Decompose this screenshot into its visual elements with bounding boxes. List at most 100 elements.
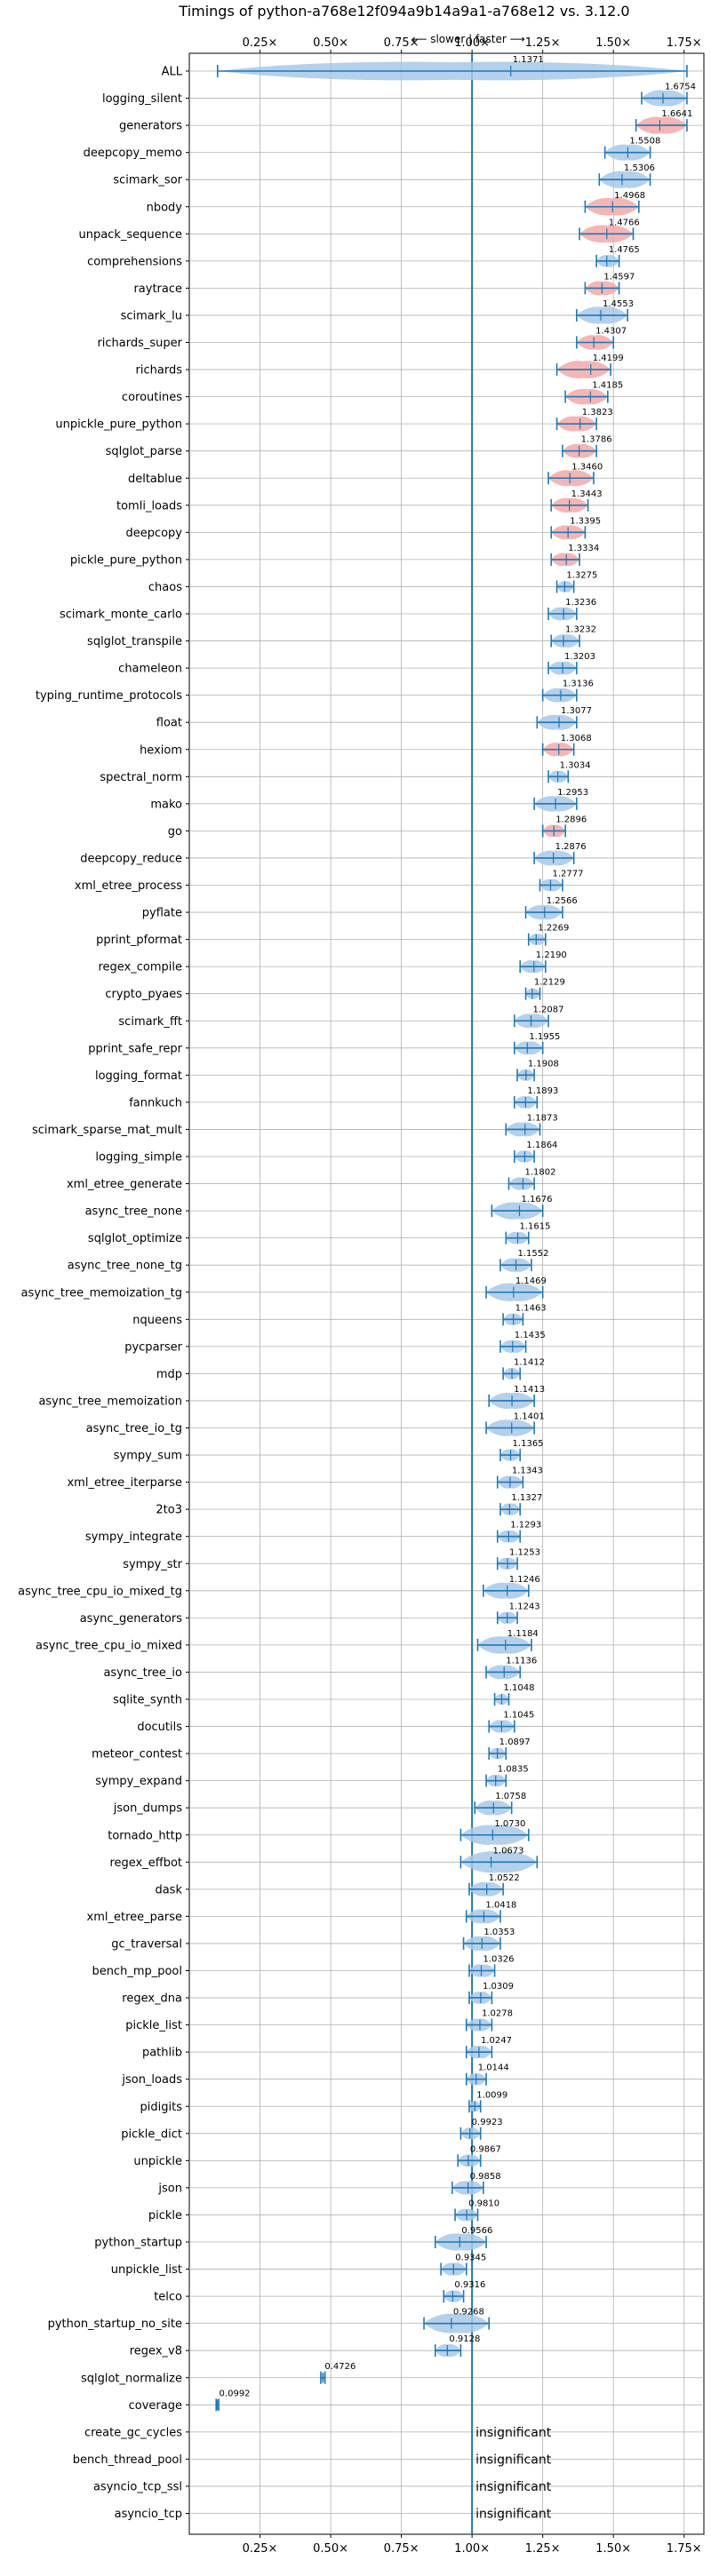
- benchmark-label: sympy_integrate: [85, 1530, 182, 1544]
- value-label: 1.0730: [494, 1819, 525, 1829]
- value-label: 1.0835: [498, 1765, 529, 1775]
- benchmark-label: logging_format: [95, 1069, 182, 1083]
- plot-frame: [188, 52, 705, 2535]
- benchmark-label: async_tree_memoization_tg: [21, 1286, 182, 1300]
- benchmark-label: async_tree_cpu_io_mixed_tg: [18, 1585, 182, 1598]
- x-tick-label-top: 1.50×: [595, 36, 631, 50]
- benchmark-label: asyncio_tcp: [115, 2508, 182, 2521]
- value-label: 1.1552: [518, 1249, 549, 1259]
- benchmark-label: sympy_sum: [114, 1450, 182, 1463]
- benchmark-label: pprint_pformat: [96, 934, 182, 947]
- benchmark-label: regex_compile: [98, 961, 182, 974]
- value-label: 1.0353: [483, 1928, 515, 1937]
- value-label: 1.3136: [563, 680, 594, 689]
- benchmark-label: dask: [155, 1883, 182, 1896]
- benchmark-label: mako: [150, 798, 182, 811]
- benchmark-label: pickle_dict: [121, 2127, 182, 2141]
- benchmark-label: mdp: [156, 1368, 182, 1381]
- value-label: 1.1293: [510, 1521, 541, 1530]
- value-label: 1.1893: [527, 1086, 558, 1096]
- benchmark-label: logging_silent: [102, 92, 182, 106]
- value-label: 1.1246: [509, 1575, 540, 1585]
- value-label: 1.2129: [534, 978, 565, 988]
- benchmark-label: sqlglot_normalize: [81, 2372, 182, 2385]
- insignificant-label: insignificant: [475, 2480, 552, 2494]
- benchmark-label: unpack_sequence: [78, 228, 182, 242]
- value-label: 1.3443: [571, 489, 603, 499]
- benchmark-label: deepcopy: [125, 527, 182, 540]
- benchmark-label: pprint_safe_repr: [88, 1042, 182, 1055]
- value-label: 1.4968: [614, 191, 645, 201]
- benchmark-label: ALL: [162, 66, 183, 79]
- benchmark-label: async_tree_io: [103, 1666, 182, 1680]
- benchmark-label: regex_v8: [130, 2345, 182, 2358]
- value-label: 1.3034: [560, 760, 591, 770]
- x-tick-label-top: 1.25×: [525, 36, 561, 50]
- value-label: 1.3334: [568, 544, 599, 553]
- benchmark-label: typing_runtime_protocols: [36, 689, 182, 703]
- value-label: 1.4766: [609, 218, 640, 227]
- x-tick-label-bottom: 1.75×: [667, 2542, 702, 2556]
- value-label: 1.2087: [533, 1005, 564, 1014]
- x-tick-label-bottom: 1.00×: [454, 2542, 490, 2556]
- benchmark-label: float: [156, 717, 182, 730]
- value-label: 1.4597: [603, 272, 635, 282]
- benchmark-label: telco: [154, 2291, 182, 2304]
- benchmark-label: scimark_sor: [113, 174, 182, 187]
- benchmark-label: async_tree_io_tg: [86, 1422, 182, 1435]
- benchmark-label: scimark_monte_carlo: [60, 608, 182, 622]
- benchmark-label: chaos: [148, 581, 182, 594]
- benchmark-label: pyflate: [142, 907, 182, 920]
- benchmark-label: meteor_contest: [92, 1748, 182, 1761]
- value-label: 1.1615: [520, 1222, 551, 1232]
- value-label: 1.2953: [557, 788, 588, 798]
- benchmark-label: coverage: [129, 2399, 182, 2413]
- benchmark-label: async_tree_cpu_io_mixed: [36, 1639, 182, 1652]
- benchmark-label: go: [168, 825, 182, 839]
- value-label: 1.5508: [629, 137, 660, 147]
- benchmark-label: json_loads: [121, 2073, 182, 2087]
- labels-layer: 0.25× 0.25× 0.50× 0.50× 0.75× 0.75× 1.00× 1.00×…: [18, 36, 701, 2556]
- value-label: 1.2777: [552, 870, 583, 879]
- benchmark-label: pickle: [148, 2209, 182, 2222]
- benchmark-label: 2to3: [156, 1504, 182, 1517]
- grid-layer: [186, 50, 705, 2538]
- benchmark-label: xml_etree_parse: [87, 1911, 182, 1924]
- value-label: 1.0522: [489, 1873, 520, 1883]
- benchmark-label: json: [157, 2182, 182, 2195]
- value-label: 1.2896: [555, 815, 587, 824]
- x-tick-label-top: 0.75×: [384, 36, 419, 50]
- benchmark-label: scimark_sparse_mat_mult: [32, 1124, 182, 1137]
- x-tick-label-top: 0.50×: [313, 36, 348, 50]
- value-label: 1.2876: [555, 842, 587, 852]
- value-label: 0.9923: [472, 2118, 503, 2127]
- benchmark-label: deepcopy_memo: [84, 147, 182, 160]
- value-label: 1.1253: [509, 1547, 540, 1557]
- value-label: 0.9128: [449, 2334, 480, 2344]
- value-label: 1.5306: [624, 163, 655, 173]
- value-label: 1.1045: [503, 1711, 534, 1721]
- value-label: 1.1469: [515, 1276, 547, 1286]
- value-label: 1.1371: [513, 55, 544, 65]
- value-label: 1.1413: [514, 1385, 545, 1395]
- benchmark-label: logging_simple: [95, 1151, 182, 1165]
- value-label: 1.0144: [478, 2063, 509, 2073]
- benchmark-label: regex_dna: [122, 1992, 182, 2006]
- benchmark-label: bench_mp_pool: [92, 1965, 182, 1978]
- value-label: 0.9566: [461, 2226, 492, 2236]
- benchmark-label: bench_thread_pool: [73, 2453, 182, 2467]
- x-tick-label-bottom: 0.75×: [384, 2542, 419, 2556]
- benchmark-label: sqlite_synth: [113, 1694, 182, 1707]
- benchmark-label: json_dumps: [113, 1802, 182, 1816]
- benchmark-label: tornado_http: [108, 1829, 182, 1842]
- value-label: 0.9867: [470, 2144, 501, 2154]
- value-label: 1.6754: [665, 83, 696, 92]
- value-label: 1.3460: [571, 462, 603, 472]
- marks-layer: [215, 61, 688, 2412]
- insignificant-label: insignificant: [475, 2426, 552, 2440]
- chart-subtitle: ⟵ slower | faster ⟶: [411, 33, 525, 45]
- benchmark-label: pathlib: [142, 2047, 182, 2060]
- value-label: 1.0897: [499, 1737, 531, 1747]
- benchmark-label: create_gc_cycles: [84, 2426, 182, 2439]
- benchmark-label: xml_etree_iterparse: [67, 1476, 182, 1490]
